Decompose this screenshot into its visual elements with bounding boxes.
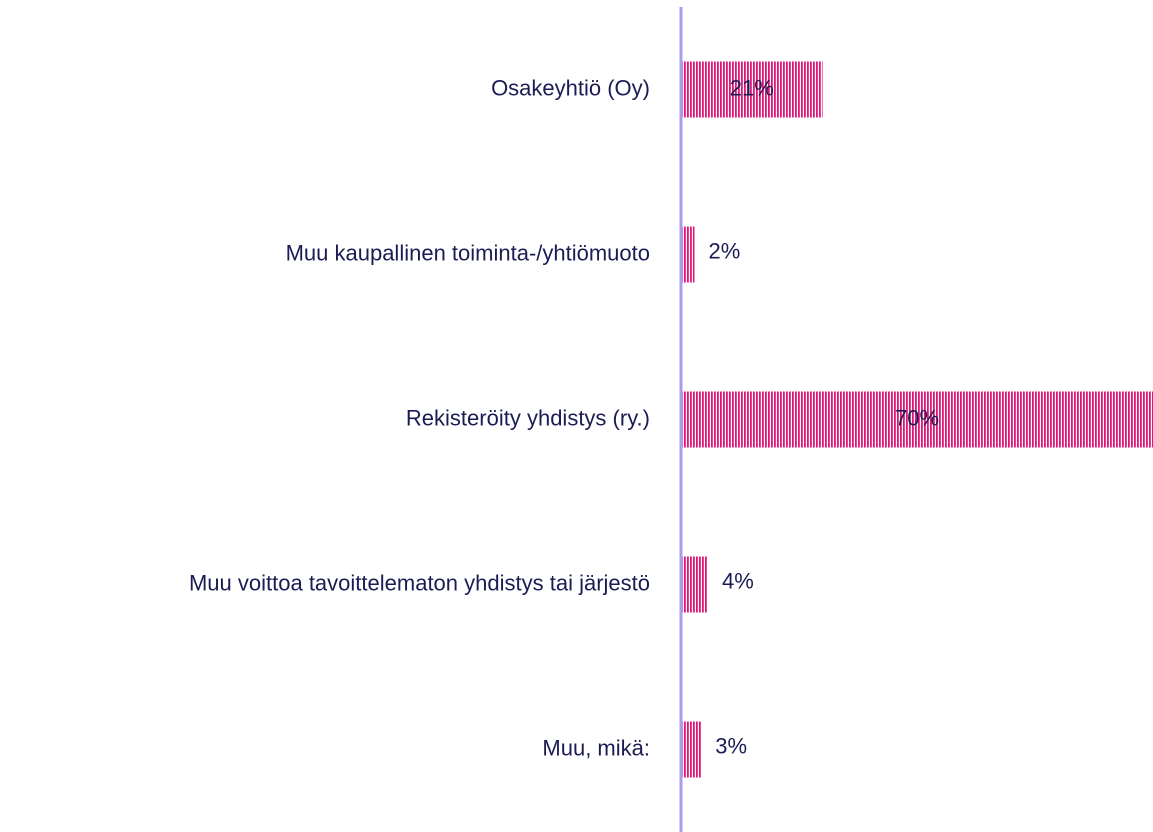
bar — [681, 556, 708, 613]
category-label: Rekisteröity yhdistys (ry.) — [406, 405, 650, 430]
value-label: 2% — [708, 238, 740, 263]
bar — [681, 61, 823, 118]
category-label: Muu kaupallinen toiminta-/yhtiömuoto — [286, 240, 650, 265]
bar — [681, 226, 695, 283]
value-label: 21% — [730, 75, 774, 100]
category-label: Muu voittoa tavoittelematon yhdistys tai… — [189, 570, 650, 595]
bar — [681, 721, 702, 778]
category-label: Osakeyhtiö (Oy) — [491, 75, 650, 100]
value-label: 3% — [715, 733, 747, 758]
category-label: Muu, mikä: — [542, 735, 650, 760]
value-label: 70% — [895, 405, 939, 430]
bar — [681, 391, 1153, 448]
value-label: 4% — [722, 568, 754, 593]
